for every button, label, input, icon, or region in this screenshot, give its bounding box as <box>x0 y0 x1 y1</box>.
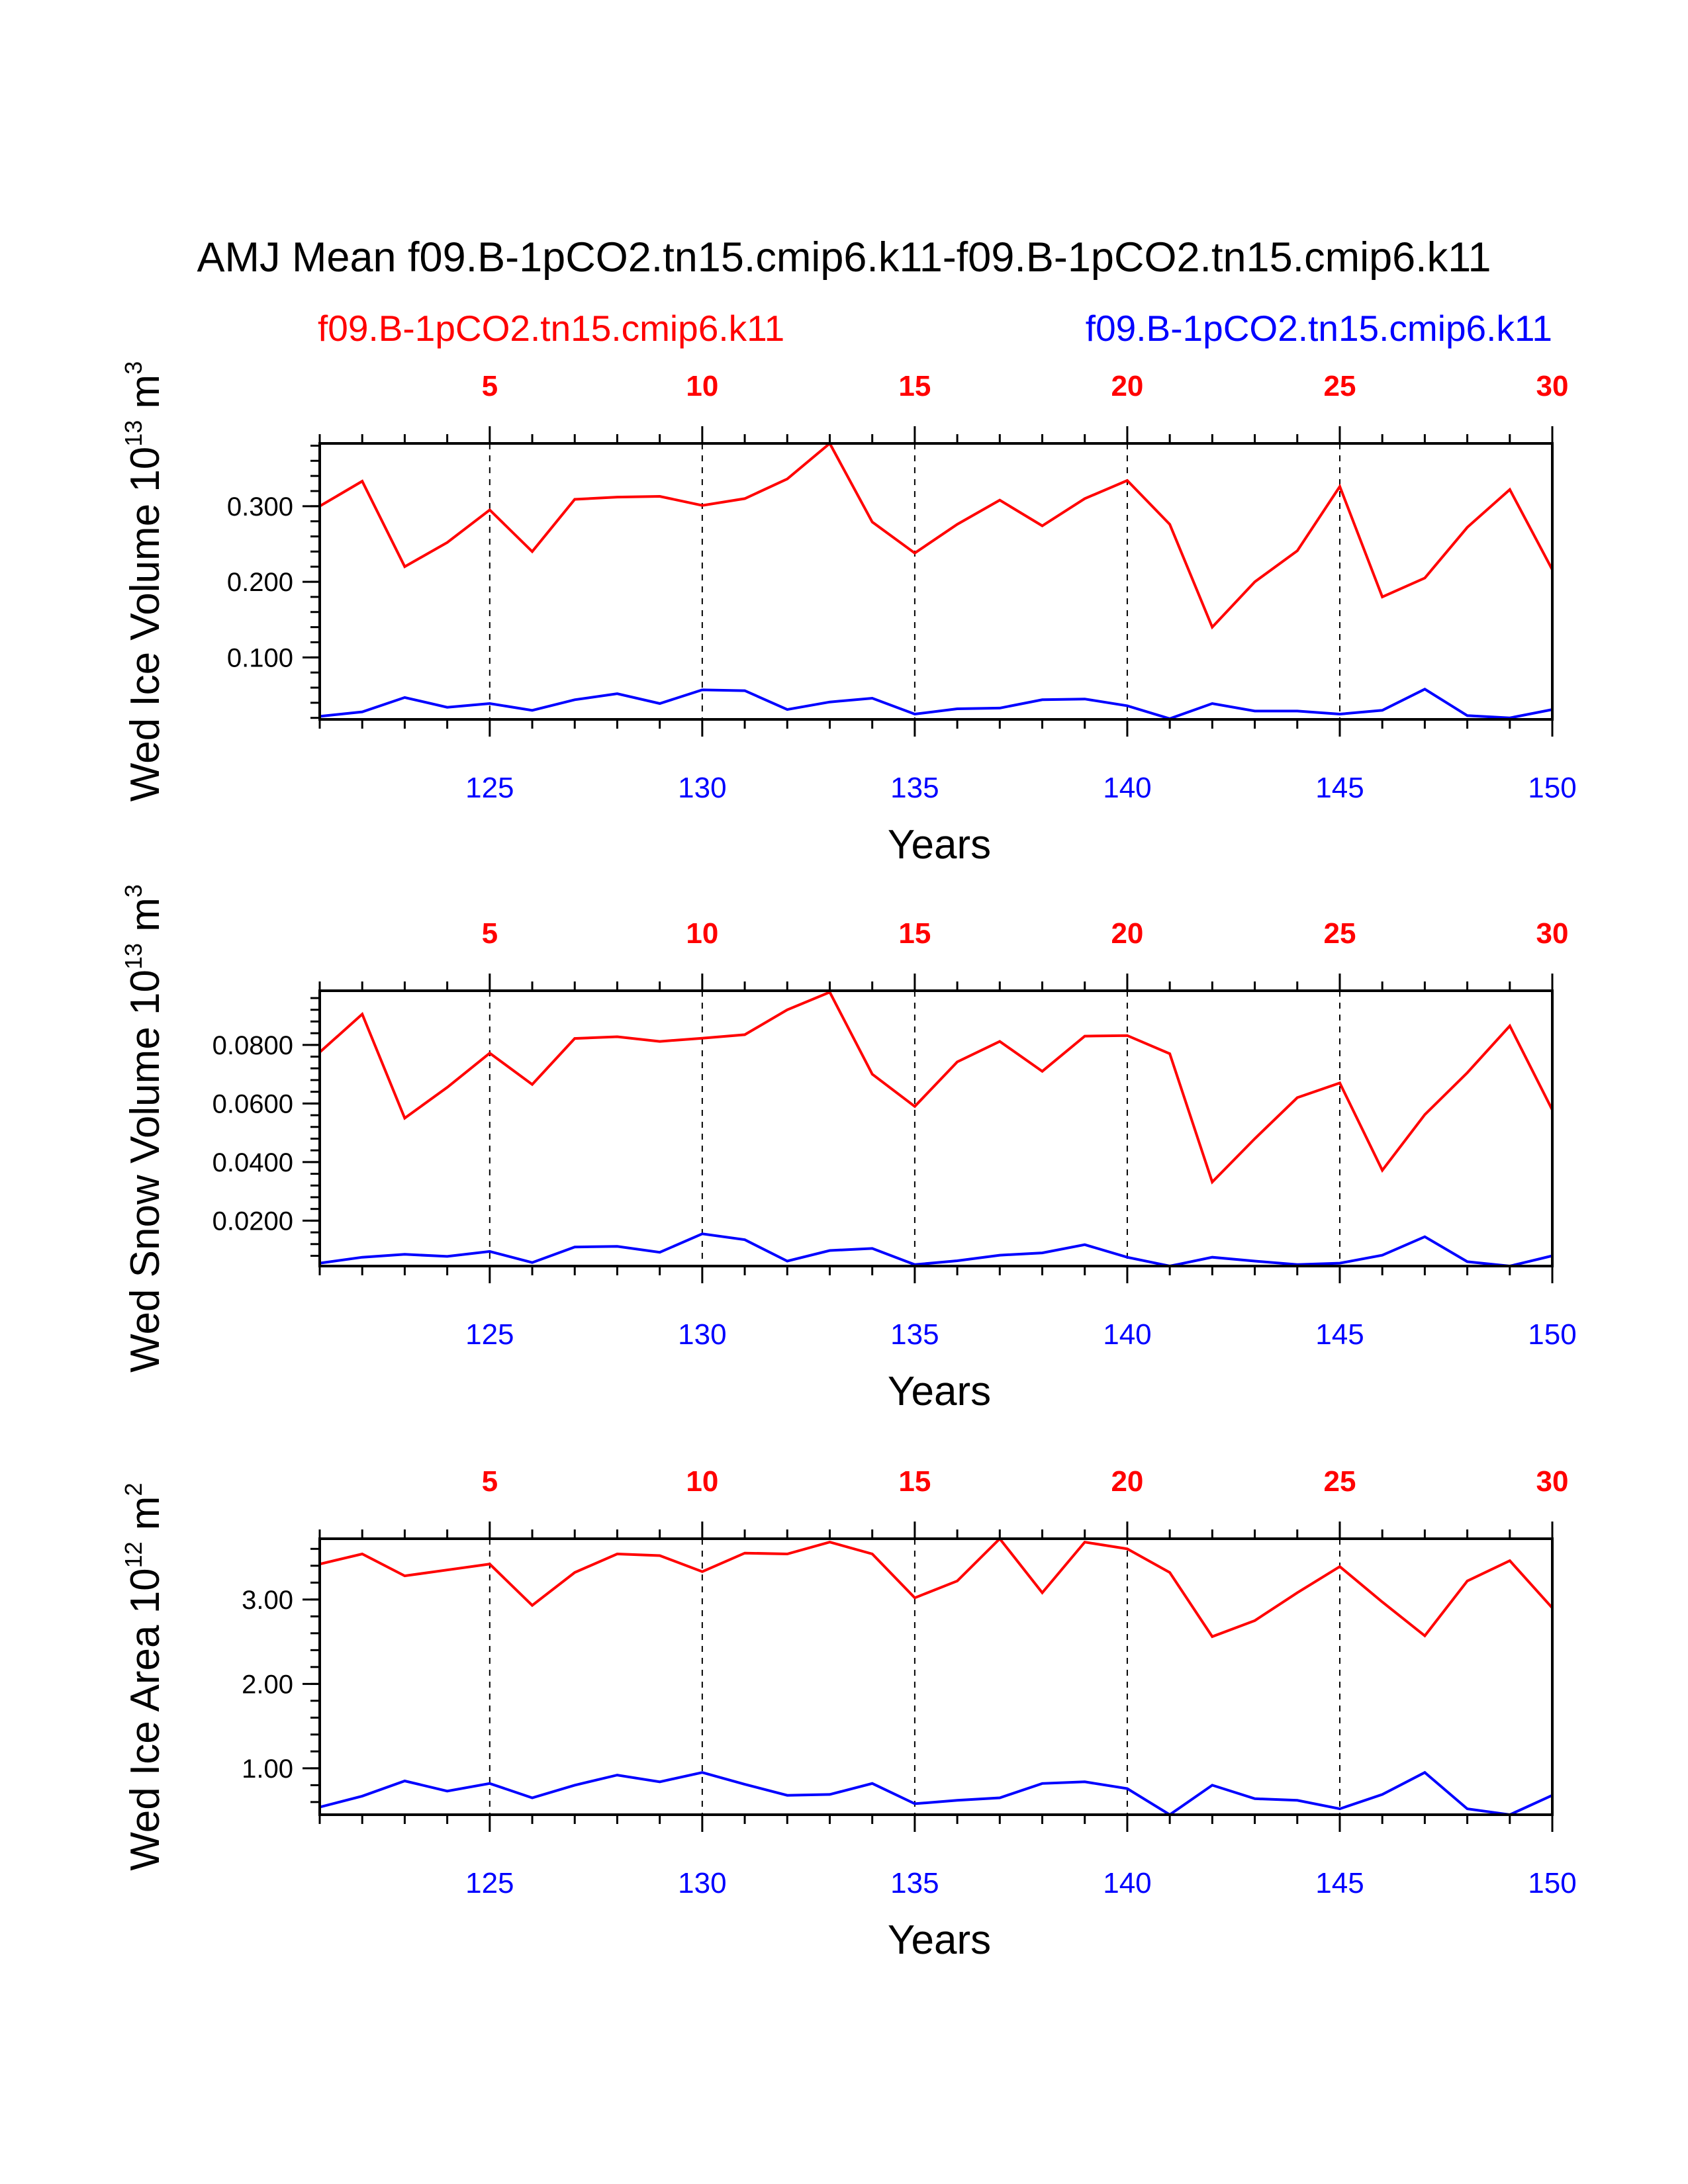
bottom-tick-label: 125 <box>465 1318 514 1351</box>
x-axis-title: Years <box>888 822 991 868</box>
top-tick-label: 15 <box>898 1465 931 1498</box>
top-tick-label: 20 <box>1111 1465 1143 1498</box>
bottom-tick-label: 150 <box>1528 1867 1576 1899</box>
y-axis-title-unit: m <box>122 1496 168 1541</box>
y-tick-label: 0.0800 <box>212 1031 293 1060</box>
top-tick-label: 25 <box>1323 917 1356 950</box>
top-tick-label: 20 <box>1111 370 1143 402</box>
plot-frame <box>318 989 1554 1267</box>
y-axis-title-exponent: 13 <box>120 420 147 447</box>
top-tick-label: 30 <box>1536 370 1569 402</box>
y-axis-title-unit-exponent: 2 <box>120 1482 147 1496</box>
chart-panel-2: 125 130 135 140 145 150 5 10 15 20 25 30 0.0200 0.040… <box>120 884 1577 1414</box>
bottom-tick-label: 135 <box>890 1867 939 1899</box>
y-axis-title-unit: m <box>122 897 168 943</box>
series-line-blue <box>319 688 1553 721</box>
y-tick-label: 3.00 <box>242 1586 293 1615</box>
legend-blue-series: f09.B-1pCO2.tn15.cmip6.k11 <box>1086 308 1552 349</box>
bottom-tick-label: 150 <box>1528 1318 1576 1351</box>
top-tick-label: 10 <box>686 370 718 402</box>
chart-title: AMJ Mean f09.B-1pCO2.tn15.cmip6.k11-f09.… <box>197 234 1491 281</box>
y-axis-title-unit-exponent: 3 <box>120 361 147 375</box>
top-tick-label: 10 <box>686 917 718 950</box>
bottom-tick-label: 130 <box>678 772 726 804</box>
y-tick-label: 0.100 <box>227 643 293 672</box>
x-axis-title: Years <box>888 1917 991 1963</box>
bottom-tick-label: 145 <box>1315 1867 1364 1899</box>
x-axis-title: Years <box>888 1369 991 1414</box>
y-axis-title-text: Wed Snow Volume 10 <box>122 970 168 1373</box>
bottom-tick-label: 135 <box>890 1318 939 1351</box>
bottom-tick-label: 145 <box>1315 772 1364 804</box>
legend-red-series: f09.B-1pCO2.tn15.cmip6.k11 <box>318 308 784 349</box>
top-tick-label: 20 <box>1111 917 1143 950</box>
top-tick-label: 5 <box>482 370 498 402</box>
top-tick-label: 25 <box>1323 1465 1356 1498</box>
top-tick-label: 30 <box>1536 1465 1569 1498</box>
series-line-red <box>318 990 1554 1185</box>
y-tick-label: 0.0600 <box>212 1089 293 1118</box>
y-tick-label: 0.200 <box>227 568 293 597</box>
bottom-tick-label: 135 <box>890 772 939 804</box>
y-tick-label: 0.0200 <box>212 1206 293 1236</box>
plot-frame <box>318 1537 1554 1816</box>
bottom-tick-label: 140 <box>1103 1867 1151 1899</box>
y-tick-label: 2.00 <box>242 1670 293 1699</box>
series-line-red <box>318 441 1554 630</box>
y-axis-title-text: Wed Ice Volume 10 <box>122 447 168 802</box>
series-line-blue <box>319 1770 1553 1817</box>
top-tick-label: 10 <box>686 1465 718 1498</box>
y-tick-label: 1.00 <box>242 1754 293 1784</box>
top-tick-label: 5 <box>482 1465 498 1498</box>
y-axis-title: Wed Ice Volume 1013 m3 <box>120 361 168 801</box>
y-axis-title: Wed Snow Volume 1013 m3 <box>120 884 168 1373</box>
y-tick-label: 0.300 <box>227 492 293 522</box>
top-tick-label: 25 <box>1323 370 1356 402</box>
y-axis-title-exponent: 13 <box>120 943 147 970</box>
chart-panel-1: 125 130 135 140 145 150 5 10 15 20 25 30 0.100 0.200 0… <box>120 361 1577 868</box>
bottom-tick-label: 130 <box>678 1318 726 1351</box>
chart-panel-3: 125 130 135 140 145 150 5 10 15 20 25 30 1.00 2.00 3.0… <box>120 1465 1577 1963</box>
top-tick-label: 15 <box>898 917 931 950</box>
bottom-tick-label: 125 <box>465 1867 514 1899</box>
y-axis-title: Wed Ice Area 1012 m2 <box>120 1482 168 1870</box>
y-axis-title-unit-exponent: 3 <box>120 884 147 897</box>
top-tick-label: 30 <box>1536 917 1569 950</box>
bottom-tick-label: 125 <box>465 772 514 804</box>
bottom-tick-label: 150 <box>1528 772 1576 804</box>
bottom-tick-label: 140 <box>1103 1318 1151 1351</box>
top-tick-label: 5 <box>482 917 498 950</box>
bottom-tick-label: 145 <box>1315 1318 1364 1351</box>
y-axis-title-unit: m <box>122 375 168 420</box>
y-tick-label: 0.0400 <box>212 1148 293 1177</box>
y-axis-title-exponent: 12 <box>120 1541 147 1568</box>
y-axis-title-text: Wed Ice Area 10 <box>122 1568 168 1870</box>
series-line-red <box>319 1536 1554 1639</box>
bottom-tick-label: 130 <box>678 1867 726 1899</box>
top-tick-label: 15 <box>898 370 931 402</box>
bottom-tick-label: 140 <box>1103 772 1151 804</box>
series-line-blue <box>319 1232 1553 1268</box>
